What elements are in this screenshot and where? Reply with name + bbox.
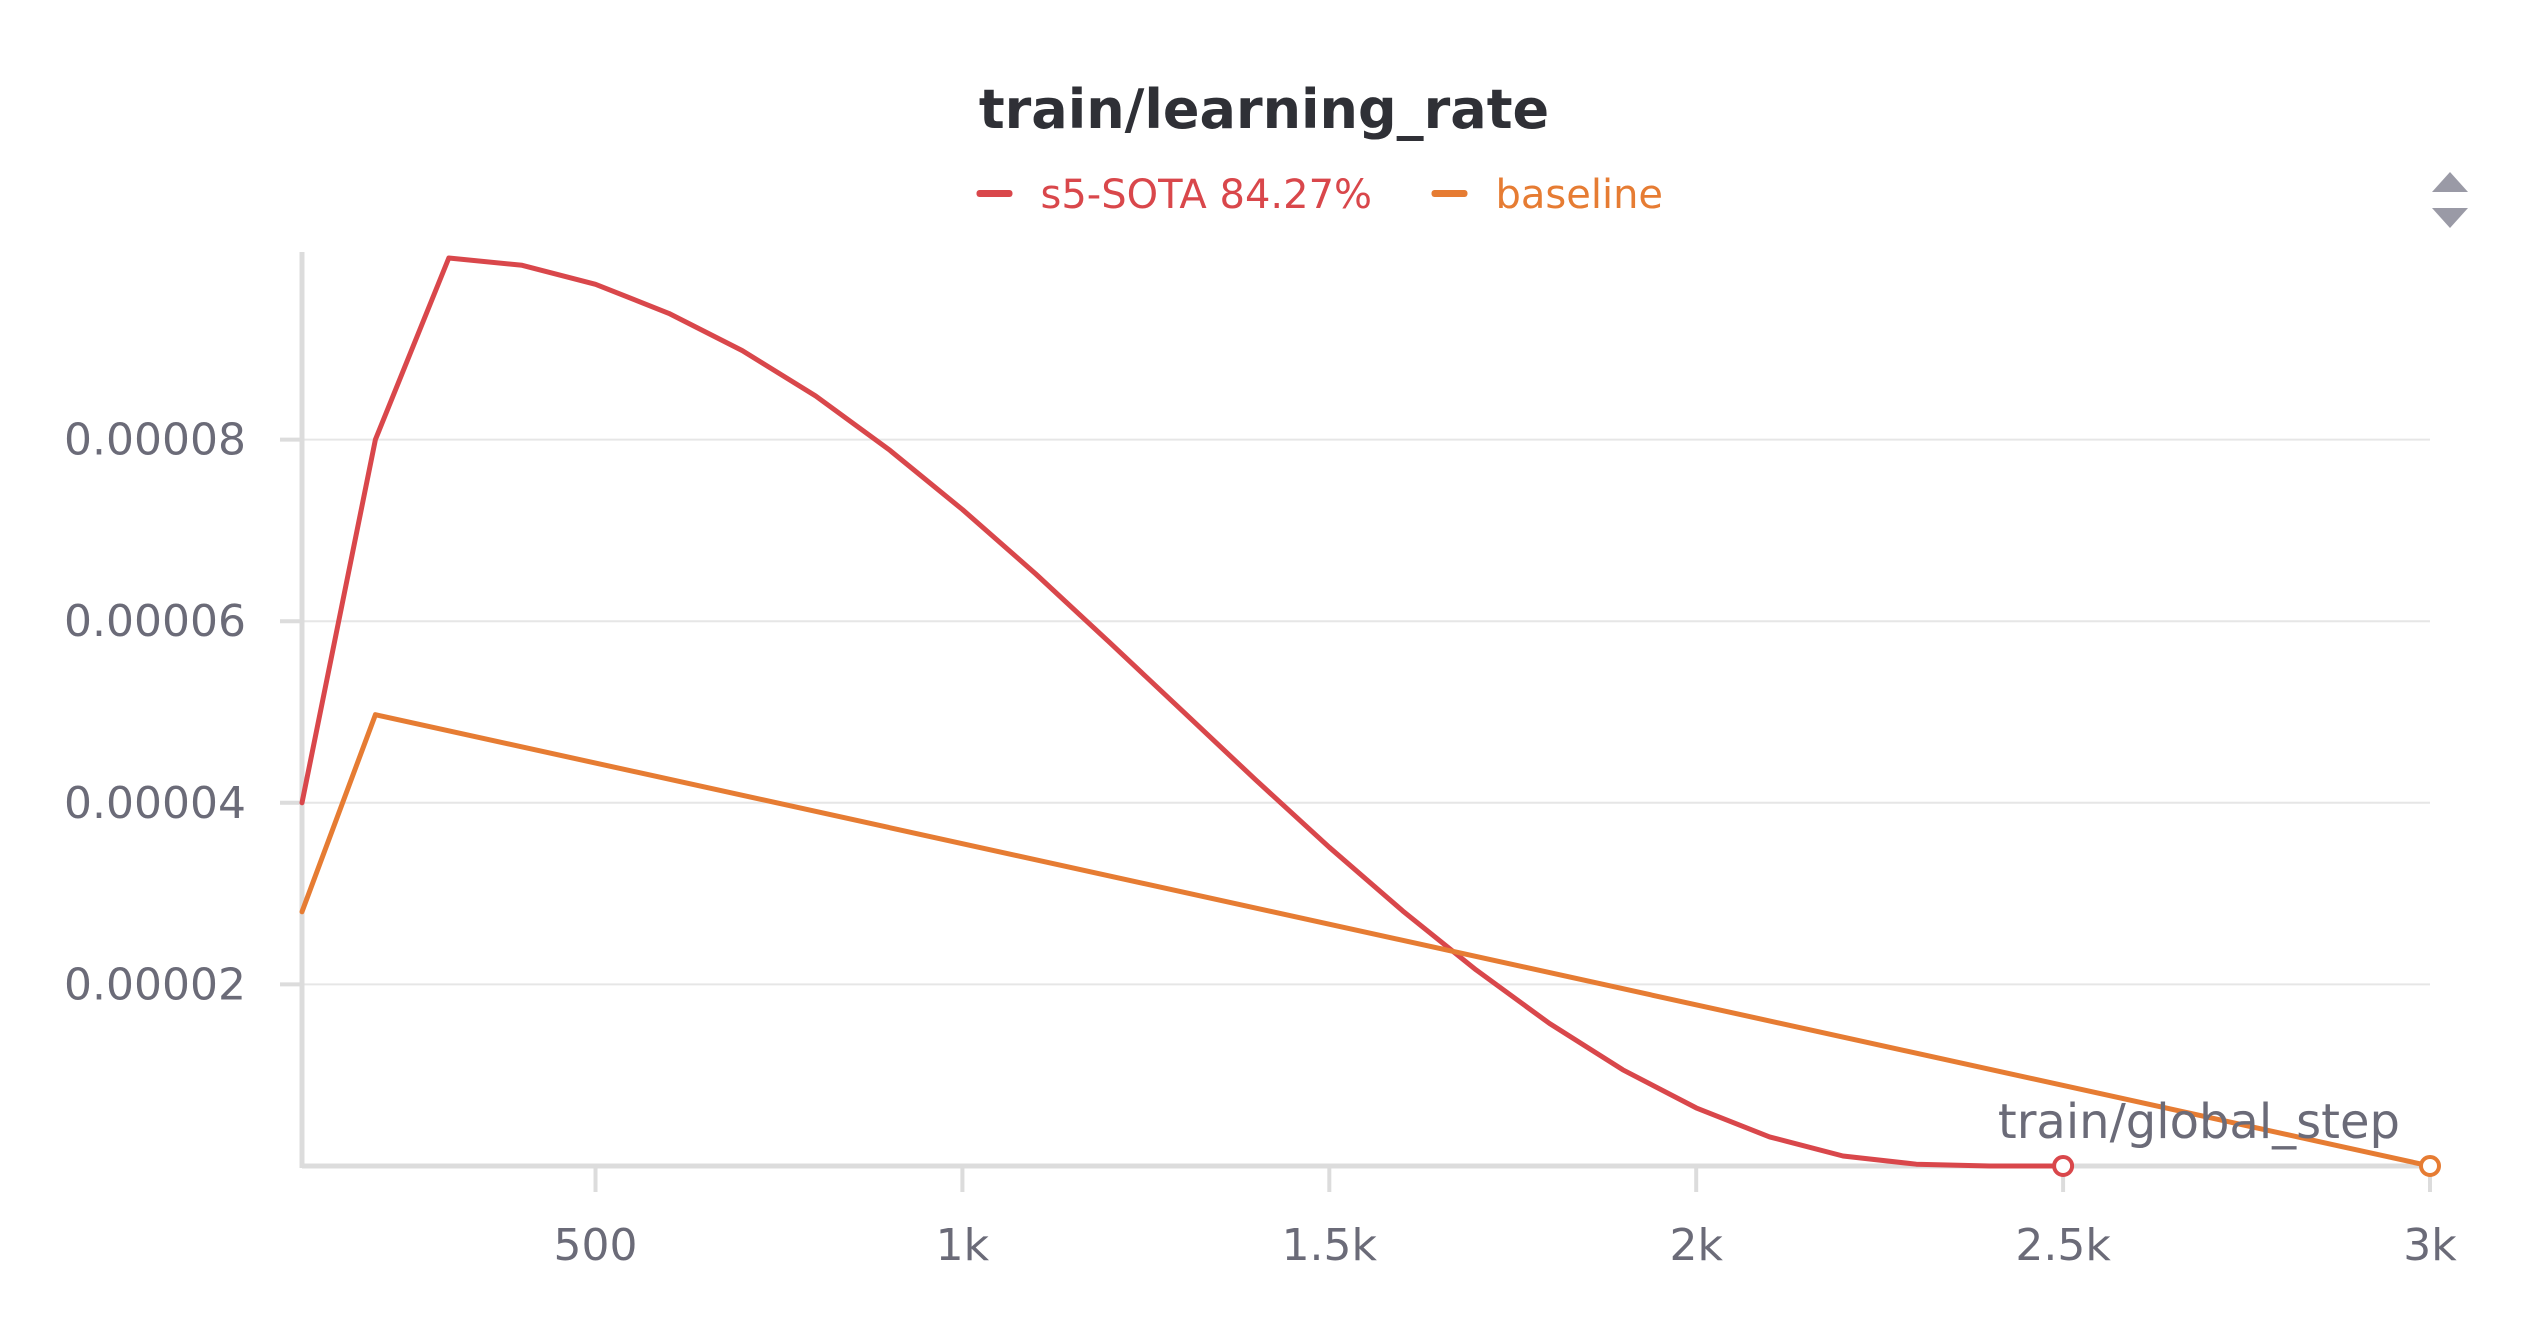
series-end-point[interactable] [2419, 1155, 2441, 1177]
x-tick-label: 2k [1669, 1220, 1723, 1271]
series-line-baseline[interactable] [299, 712, 2433, 1169]
x-axis-title: train/global_step [1998, 1094, 2400, 1150]
legend-label: baseline [1496, 172, 1664, 218]
y-tick-label: 0.00004 [64, 778, 246, 829]
y-tick-label: 0.00002 [64, 959, 246, 1010]
x-tick-label: 2.5k [2015, 1220, 2111, 1271]
y-tick-label: 0.00006 [64, 596, 246, 647]
legend-item[interactable]: baseline [1431, 172, 1664, 218]
series-layer [299, 255, 2441, 1177]
y-tick-label: 0.00008 [64, 415, 246, 466]
legend-label: s5-SOTA 84.27% [1041, 172, 1373, 218]
x-tick-label: 1k [936, 1220, 990, 1271]
chart-title: train/learning_rate [979, 78, 1549, 141]
x-tick-label: 500 [554, 1220, 638, 1271]
grid-lines [280, 438, 2430, 986]
legend: s5-SOTA 84.27% baseline [976, 172, 1664, 218]
x-tick-label: 1.5k [1282, 1220, 1378, 1271]
x-tick-label: 3k [2403, 1220, 2457, 1271]
axes [280, 252, 2432, 1192]
legend-swatch [1431, 190, 1468, 197]
tick-labels: 0.00002 0.00004 0.00006 0.00008 500 1k 1.5k 2k 2… [64, 415, 2457, 1271]
legend-swatch [976, 190, 1013, 197]
series-line-s5-sota[interactable] [299, 255, 2066, 1169]
up-down-arrows-icon[interactable] [2432, 172, 2468, 228]
legend-item[interactable]: s5-SOTA 84.27% [976, 172, 1373, 218]
series-end-point[interactable] [2052, 1155, 2075, 1177]
